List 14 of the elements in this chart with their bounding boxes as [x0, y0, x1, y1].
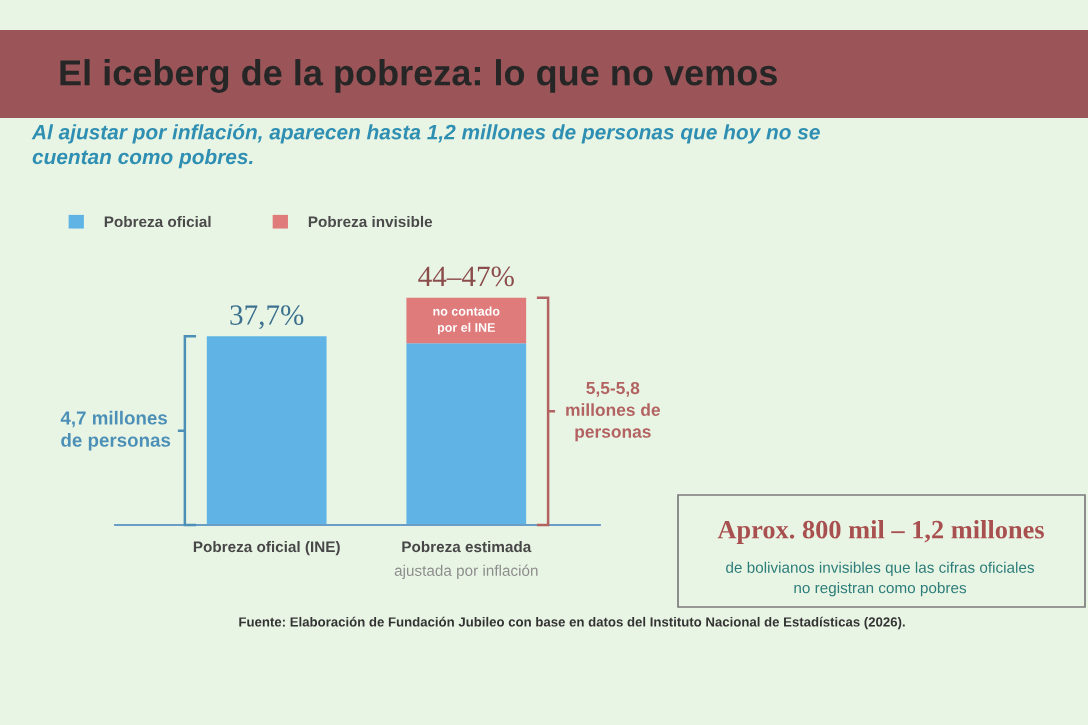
text: 44–47% [418, 266, 514, 287]
chart-subtitle: Al ajustar por inflación, aparecen hasta 1,2 millones de personas que hoy no se cuentan como pobres. [31, 124, 820, 169]
x-tick-label: Pobreza estimada ajustada por inflación [394, 540, 538, 579]
chart-title: El iceberg de la pobreza: lo que no vemos [60, 59, 777, 93]
annotation: no contado por el INE [433, 306, 500, 335]
text: de bolivianos invisibles que las cifras oficiales no registran como pobres [726, 561, 1035, 597]
annotation: 4,7 millones de personas [60, 410, 171, 451]
legend-label: Pobreza oficial [104, 215, 211, 228]
source-note: Fuente: Elaboración de Fundación Jubileo con base en datos del Instituto Nacional de Estadísticas (2026). [239, 616, 905, 630]
legend-label: Pobreza invisible [308, 215, 433, 228]
annotation: 5,5-5,8 millones de personas [566, 381, 660, 442]
annotation: 37,7% [230, 305, 304, 330]
x-tick-label: Pobreza oficial (INE) [193, 540, 340, 556]
text: Aprox. 800 mil – 1,2 millones [717, 520, 1044, 544]
